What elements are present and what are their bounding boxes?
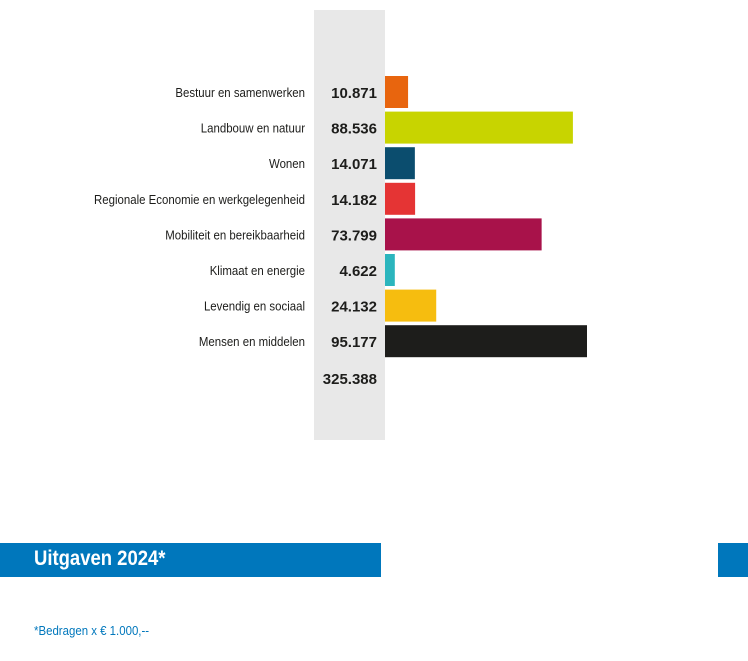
value-label: 73.799 [331,227,377,244]
bar [385,111,573,144]
footnote: *Bedragen x € 1.000,-- [34,623,150,638]
value-label: 88.536 [331,121,377,138]
category-label: Mobiliteit en bereikbaarheid [165,228,305,243]
bar [385,182,416,215]
category-label: Landbouw en natuur [201,121,305,136]
bar [385,76,409,108]
value-label: 4.622 [339,263,377,280]
category-label: Levendig en sociaal [204,299,305,314]
value-column-background [314,10,385,440]
value-label: 14.071 [331,156,377,173]
bar [385,254,395,286]
bar [385,325,587,358]
value-label: 24.132 [331,299,377,316]
category-label: Regionale Economie en werkgelegenheid [94,192,305,207]
value-label: 95.177 [331,334,377,351]
bar [385,218,542,251]
category-label: Bestuur en samenwerken [175,85,305,100]
total-label: 325.388 [323,371,377,388]
title-band: Uitgaven 2024* [0,543,381,577]
category-label: Wonen [269,157,305,172]
bar-chart: Bestuur en samenwerken 10.871 Landbouw en … [94,10,587,440]
chart-title: Uitgaven 2024* [34,547,166,570]
value-label: 10.871 [331,85,377,102]
category-label: Mensen en middelen [199,335,305,350]
value-label: 14.182 [331,192,377,209]
title-band-right [718,543,748,577]
bar [385,289,437,322]
category-label: Klimaat en energie [210,263,305,278]
bar [385,147,415,180]
